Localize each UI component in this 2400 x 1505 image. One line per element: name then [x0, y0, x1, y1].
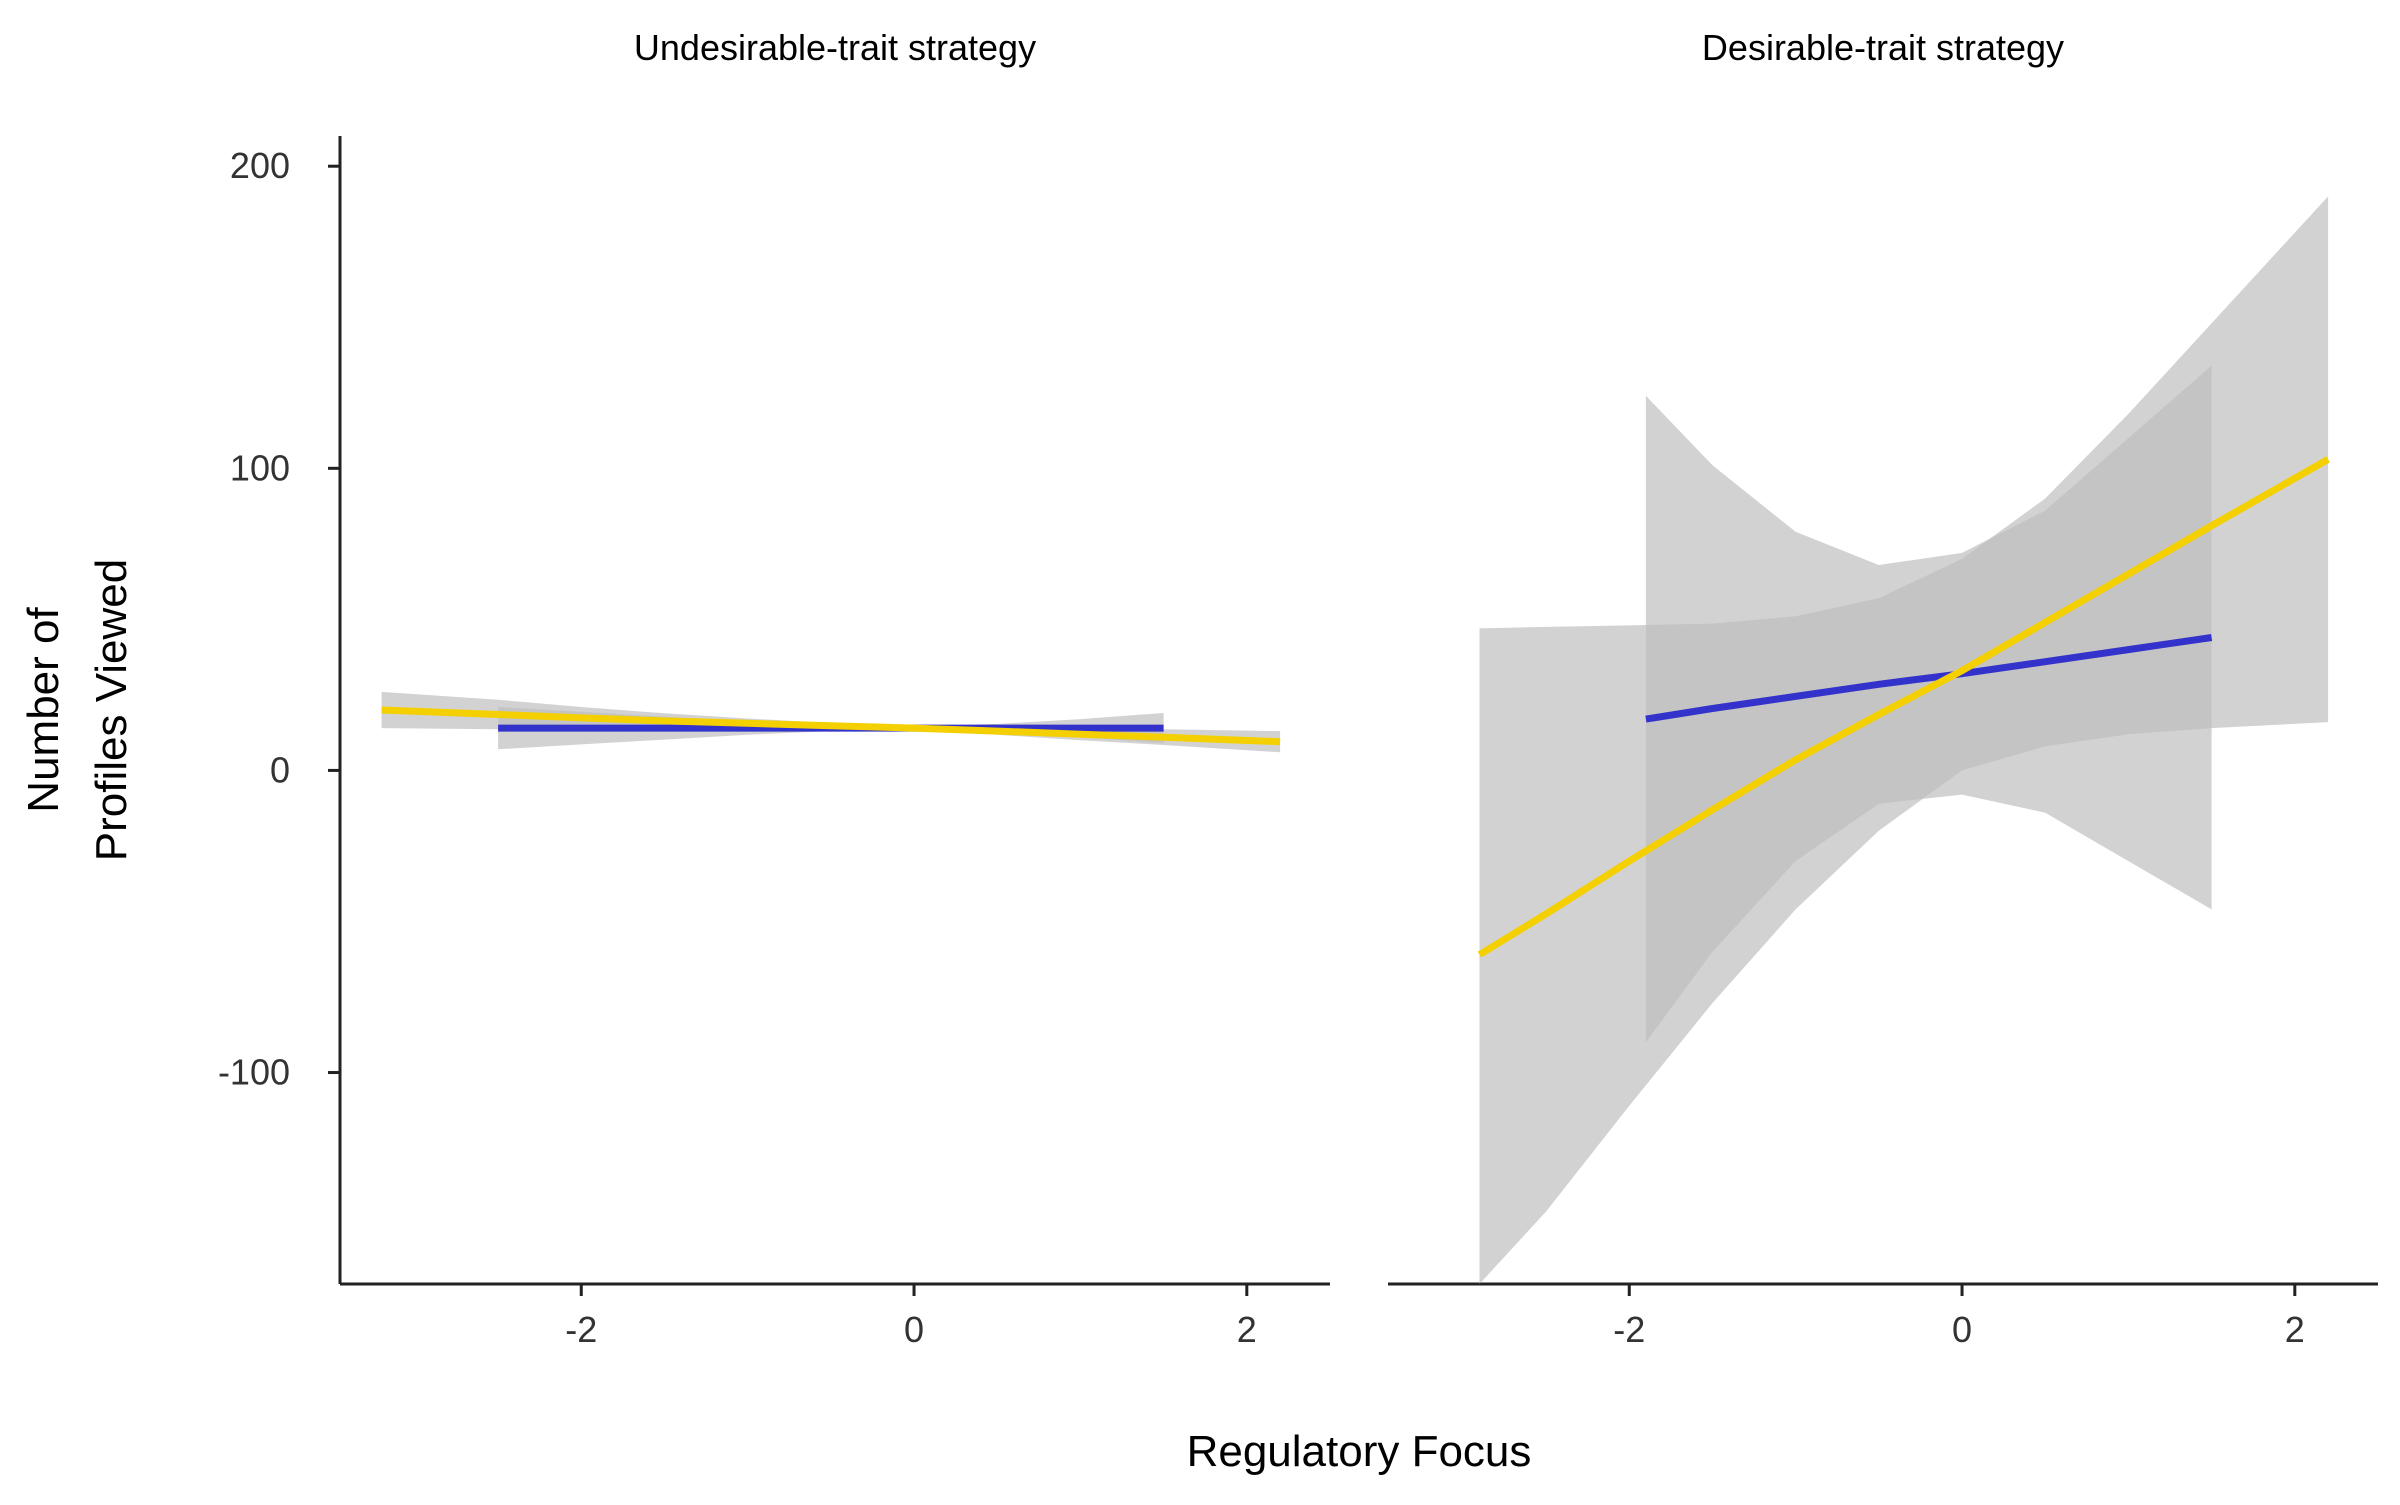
y-axis-title-line-2: Profiles Viewed: [87, 559, 136, 861]
confidence-band-yellow: [1479, 196, 2329, 1284]
series-line-yellow: [1477, 456, 2330, 958]
y-axis-title-line-1: Number of: [19, 607, 68, 813]
x-tick-label: -2: [1613, 1309, 1645, 1350]
y-tick-label: -100: [218, 1052, 290, 1093]
y-tick-label: 100: [230, 447, 290, 488]
facet-title: Undesirable-trait strategy: [634, 27, 1036, 68]
x-tick-label: 2: [1237, 1309, 1257, 1350]
x-axis-title: Regulatory Focus: [1187, 1427, 1532, 1476]
x-tick-label: -2: [565, 1309, 597, 1350]
series-line-yellow: [381, 706, 1281, 746]
facet-title: Desirable-trait strategy: [1702, 27, 2064, 68]
x-tick-label: 2: [2285, 1309, 2305, 1350]
y-tick-label: 0: [270, 749, 290, 790]
x-tick-label: 0: [1952, 1309, 1972, 1350]
y-tick-label: 200: [230, 145, 290, 186]
series-line-blue: [1645, 634, 2213, 723]
x-tick-label: 0: [904, 1309, 924, 1350]
confidence-band-yellow: [381, 691, 1281, 753]
